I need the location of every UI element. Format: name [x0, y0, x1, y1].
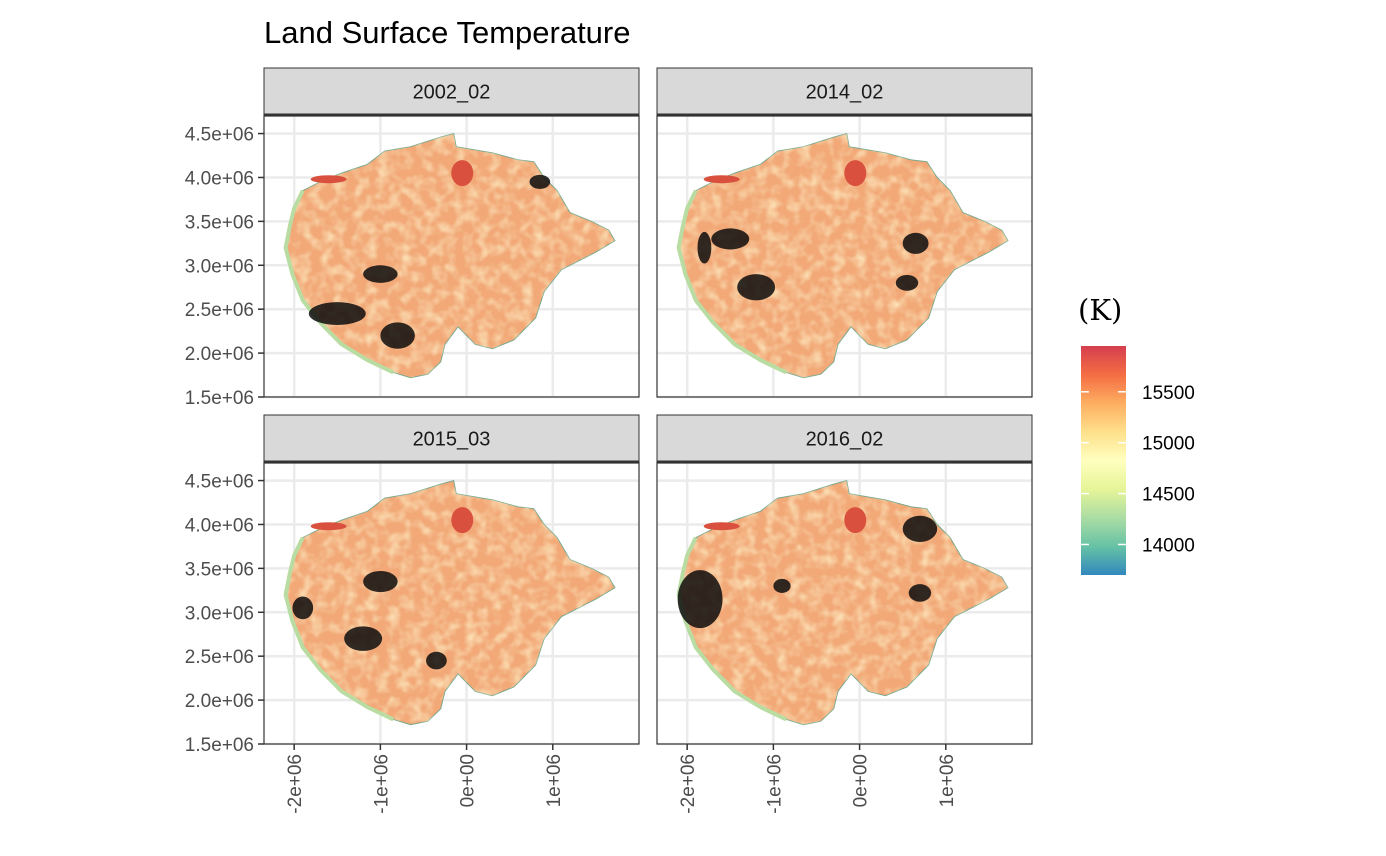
panel-border: [263, 115, 640, 398]
legend-title: (K): [1078, 293, 1122, 327]
facet-panel: 2002_02 1.5e+06 2.0e+06 2.5e+06 3.0e+06 3.5e+…: [185, 67, 640, 409]
raster-edge: [676, 189, 788, 375]
raster-nodata: [895, 274, 919, 291]
facet-panel: 2014_02: [656, 67, 1033, 399]
y-tick-label: 2.5e+06: [185, 300, 254, 321]
raster-hotspot: [451, 507, 474, 534]
y-tick-label: 3.0e+06: [185, 603, 254, 624]
raster-nodata: [380, 322, 415, 349]
y-tick-label: 3.5e+06: [185, 559, 254, 580]
raster-nodata: [711, 228, 750, 250]
raster-nodata: [902, 232, 929, 254]
x-tick-label: -2e+06: [285, 754, 306, 814]
y-tick-label: 2.5e+06: [185, 647, 254, 668]
facet-strip-label: 2015_03: [413, 429, 491, 451]
chart-title: Land Surface Temperature: [264, 15, 631, 50]
raster-nodata: [677, 570, 723, 629]
raster-nodata: [529, 174, 551, 189]
raster-hotspot: [844, 507, 867, 534]
y-tick-label: 2.0e+06: [185, 691, 254, 712]
raster-nodata: [697, 231, 712, 264]
legend-label: 15500: [1142, 383, 1195, 404]
raster-nodata: [308, 302, 366, 325]
raster-texture: [285, 480, 615, 725]
raster-nodata: [292, 596, 314, 620]
legend: (K) 14000 14500 15000 15500: [1078, 293, 1195, 575]
y-tick-label: 4.0e+06: [185, 168, 254, 189]
facet-strip: [263, 414, 640, 463]
raster-hotspot: [703, 175, 740, 184]
facet-strip: [263, 67, 640, 116]
raster-edge: [283, 189, 395, 375]
facet-panels: 2002_02 1.5e+06 2.0e+06 2.5e+06 3.0e+06 3.5e+…: [185, 67, 1033, 814]
raster-nodata: [344, 626, 383, 651]
y-tick-label: 4.5e+06: [185, 472, 254, 493]
raster-nodata: [773, 578, 791, 593]
x-tick-label: 0e+00: [851, 754, 872, 807]
x-tick-label: -1e+06: [371, 754, 392, 814]
raster-nodata: [426, 651, 447, 670]
raster-hotspot: [844, 160, 867, 187]
raster-nodata: [737, 274, 776, 301]
x-tick-label: -2e+06: [678, 754, 699, 814]
raster-nodata: [363, 265, 398, 283]
y-tick-label: 4.5e+06: [185, 125, 254, 146]
panel-border: [656, 115, 1033, 398]
y-tick-label: 2.0e+06: [185, 344, 254, 365]
raster-texture: [678, 133, 1008, 378]
facet-panel: 2015_03 1.5e+06 2.0e+06 2.5e+06 3.0e+06 3.5e+…: [185, 414, 640, 814]
y-tick-label: 3.0e+06: [185, 256, 254, 277]
facet-strip: [656, 414, 1033, 463]
raster-nodata: [902, 515, 938, 543]
raster-hotspot: [310, 175, 347, 184]
y-tick-label: 1.5e+06: [185, 388, 254, 409]
raster-hotspot: [451, 160, 474, 187]
raster-edge: [283, 536, 395, 722]
raster-nodata: [908, 584, 932, 602]
raster-edge: [676, 536, 788, 722]
raster-texture: [285, 133, 615, 378]
facet-strip-label: 2014_02: [806, 82, 884, 104]
panel-border: [263, 462, 640, 745]
legend-colorbar: [1081, 346, 1126, 575]
legend-label: 14500: [1142, 485, 1195, 506]
y-tick-label: 1.5e+06: [185, 735, 254, 756]
facet-panel: 2016_02 -2e+06 -1e+06 0e+00 1e+06: [656, 414, 1033, 814]
legend-label: 14000: [1142, 535, 1195, 556]
legend-label: 15000: [1142, 434, 1195, 455]
raster-hotspot: [703, 522, 740, 531]
facet-strip: [656, 67, 1033, 116]
x-tick-label: 1e+06: [544, 754, 565, 807]
facet-strip-label: 2002_02: [413, 82, 491, 104]
y-tick-label: 4.0e+06: [185, 515, 254, 536]
raster-hotspot: [310, 522, 347, 531]
x-tick-label: 1e+06: [937, 754, 958, 807]
x-tick-label: -1e+06: [764, 754, 785, 814]
raster-nodata: [363, 571, 398, 593]
y-tick-label: 3.5e+06: [185, 212, 254, 233]
x-tick-label: 0e+00: [458, 754, 479, 807]
raster-texture: [678, 480, 1008, 725]
panel-border: [656, 462, 1033, 745]
facet-strip-label: 2016_02: [806, 429, 884, 451]
